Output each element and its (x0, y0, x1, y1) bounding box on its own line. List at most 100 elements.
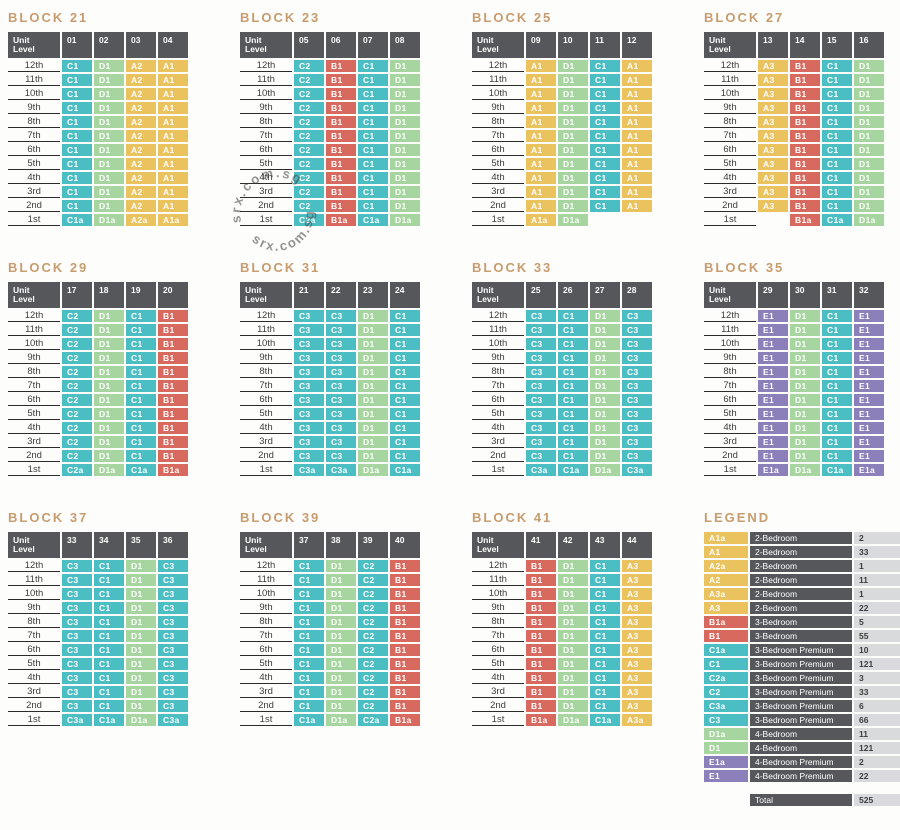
unit-cell: C1 (590, 60, 620, 72)
unit-cell: A1 (526, 88, 556, 100)
unit-cell: A1 (526, 172, 556, 184)
unit-level-header: Unit Level (8, 282, 60, 308)
unit-number-header: 12 (622, 32, 652, 58)
unit-cell: B1 (390, 616, 420, 628)
unit-cell: C3 (158, 602, 188, 614)
unit-cell: C1 (590, 130, 620, 142)
level-label: 11th (472, 574, 524, 586)
unit-cell: E1 (758, 310, 788, 322)
unit-cell: B1 (526, 630, 556, 642)
unit-level-header-line2: Level (245, 544, 267, 554)
unit-cell: C3 (294, 394, 324, 406)
unit-cell: D1 (126, 700, 156, 712)
level-label: 9th (8, 102, 60, 114)
unit-cell: C1 (62, 200, 92, 212)
legend: LEGEND A1a 2-Bedroom 2 A1 2-Bedroom 33 A2a 2-Bed… (704, 510, 900, 806)
unit-cell: A3 (758, 186, 788, 198)
unit-cell: C1 (94, 644, 124, 656)
legend-count: 3 (854, 672, 900, 684)
unit-cell: D1 (358, 324, 388, 336)
level-label: 5th (704, 158, 756, 170)
unit-cell: C2 (294, 144, 324, 156)
unit-level-header-line1: Unit (477, 535, 494, 545)
unit-cell: C1a (590, 714, 620, 726)
level-label: 9th (704, 102, 756, 114)
level-label: 10th (472, 338, 524, 350)
level-label: 11th (8, 74, 60, 86)
unit-cell: B1a (390, 714, 420, 726)
unit-cell: A1 (622, 60, 652, 72)
unit-cell: A3a (622, 714, 652, 726)
unit-cell: C1 (822, 324, 852, 336)
unit-cell: A2 (126, 200, 156, 212)
unit-number-header: 04 (158, 32, 188, 58)
unit-cell: D1 (854, 116, 884, 128)
unit-cell: C3 (526, 338, 556, 350)
unit-cell: E1 (854, 450, 884, 462)
unit-cell: A3 (758, 144, 788, 156)
block-title: BLOCK 33 (472, 260, 553, 275)
unit-cell: C2 (62, 324, 92, 336)
unit-cell: A1 (158, 186, 188, 198)
unit-cell: C3 (294, 324, 324, 336)
level-label: 2nd (240, 450, 292, 462)
unit-cell: A3 (622, 574, 652, 586)
unit-cell: D1 (790, 422, 820, 434)
level-label: 12th (8, 560, 60, 572)
level-label: 9th (8, 602, 60, 614)
unit-cell: D1a (390, 214, 420, 226)
unit-cell: A1 (622, 200, 652, 212)
level-label: 11th (240, 74, 292, 86)
unit-cell: B1 (790, 116, 820, 128)
unit-cell: C1 (294, 602, 324, 614)
level-label: 8th (8, 616, 60, 628)
legend-swatch: C3a (704, 700, 748, 712)
legend-count: 55 (854, 630, 900, 642)
level-label: 3rd (472, 186, 524, 198)
unit-cell: C1 (822, 158, 852, 170)
unit-cell: B1 (326, 144, 356, 156)
unit-cell: A3 (758, 116, 788, 128)
unit-cell: C3 (158, 658, 188, 670)
unit-cell: D1a (790, 464, 820, 476)
unit-cell: D1 (790, 310, 820, 322)
unit-cell: C3 (326, 450, 356, 462)
unit-number-header: 23 (358, 282, 388, 308)
unit-cell: B1 (158, 324, 188, 336)
unit-cell: C1 (590, 186, 620, 198)
level-label: 10th (704, 88, 756, 100)
unit-cell: C1 (94, 700, 124, 712)
level-label: 6th (8, 394, 60, 406)
legend-swatch: C1 (704, 658, 748, 670)
unit-cell: C3 (526, 324, 556, 336)
unit-cell: C3 (62, 630, 92, 642)
unit-cell: C2 (294, 200, 324, 212)
unit-cell: B1 (790, 172, 820, 184)
level-label: 9th (8, 352, 60, 364)
unit-cell: A1 (158, 102, 188, 114)
unit-cell: D1 (326, 658, 356, 670)
unit-level-header-line2: Level (477, 294, 499, 304)
level-label: 12th (704, 310, 756, 322)
legend-swatch: C2 (704, 686, 748, 698)
unit-cell: C3 (622, 310, 652, 322)
unit-cell: D1 (590, 366, 620, 378)
unit-cell: C1 (590, 560, 620, 572)
unit-cell: A1 (622, 172, 652, 184)
unit-cell: C1 (822, 352, 852, 364)
level-label: 10th (8, 338, 60, 350)
unit-cell: D1 (126, 658, 156, 670)
unit-cell: C3 (326, 324, 356, 336)
unit-cell: C3 (622, 324, 652, 336)
unit-number-header: 38 (326, 532, 356, 558)
unit-cell: B1 (158, 380, 188, 392)
unit-cell: C1 (94, 686, 124, 698)
unit-cell: B1 (526, 700, 556, 712)
unit-cell: C1 (126, 422, 156, 434)
unit-cell: C2 (62, 380, 92, 392)
unit-cell: D1 (390, 172, 420, 184)
unit-cell: E1 (758, 394, 788, 406)
unit-cell: D1 (590, 450, 620, 462)
unit-cell: C2 (358, 560, 388, 572)
unit-cell: B1 (390, 700, 420, 712)
